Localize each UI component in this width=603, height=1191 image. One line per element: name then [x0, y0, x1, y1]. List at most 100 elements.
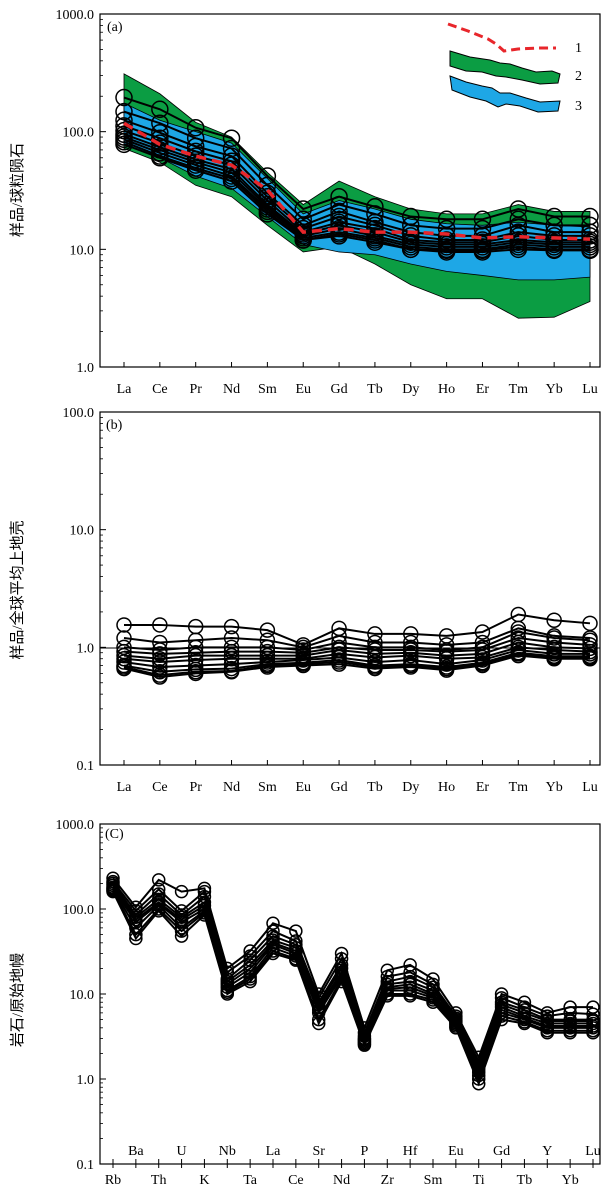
data-point-marker	[330, 227, 348, 245]
data-point-marker	[116, 617, 132, 633]
x-category-label: Gd	[331, 780, 348, 795]
data-point-marker	[152, 642, 168, 658]
panel-a-label: (a)	[107, 20, 123, 35]
data-point-marker	[152, 664, 168, 680]
data-point-marker	[186, 161, 205, 179]
data-point-marker	[540, 1026, 555, 1040]
panel-b-series	[116, 606, 598, 685]
x-category-label: Ho	[438, 780, 455, 795]
data-point-marker	[438, 650, 455, 667]
data-point-marker	[473, 243, 492, 261]
data-point-marker	[187, 639, 204, 656]
x-category-label: Ti	[473, 1173, 485, 1188]
data-point-marker	[152, 654, 168, 670]
x-category-label: Th	[151, 1173, 167, 1188]
x-category-label: Tb	[517, 1173, 533, 1188]
data-point-marker	[223, 618, 240, 635]
data-point-marker	[259, 622, 276, 638]
x-category-label: Dy	[402, 382, 419, 397]
x-category-label: K	[199, 1173, 209, 1188]
x-category-label: Y	[542, 1144, 552, 1159]
y-tick-label: 100.0	[63, 406, 95, 421]
data-point-marker	[152, 646, 168, 662]
series-line	[123, 140, 590, 252]
x-category-label: La	[117, 382, 133, 397]
data-point-marker	[334, 974, 349, 989]
x-category-label: Nd	[223, 382, 240, 397]
data-point-marker	[366, 233, 384, 251]
x-category-label: Eu	[295, 780, 311, 795]
data-point-marker	[582, 650, 598, 667]
panel-a-axes: 1.0 10.0 100.0 1000.0 La Ce Pr Nd Sm Eu Gd Tb Dy Ho Er…	[56, 8, 598, 397]
data-point-marker	[151, 134, 169, 152]
x-category-label: Ce	[152, 780, 168, 795]
data-point-marker	[331, 656, 347, 672]
series-line	[123, 654, 590, 678]
legend-dash-symbol	[447, 22, 556, 53]
x-category-label: Nd	[333, 1173, 350, 1188]
legend-blue-field-symbol	[449, 75, 561, 113]
data-point-marker	[438, 662, 455, 678]
x-category-label: Pr	[189, 382, 202, 397]
y-tick-label: 10.0	[70, 524, 95, 539]
data-point-marker	[222, 172, 241, 190]
data-point-marker	[295, 657, 311, 674]
green-field-area	[123, 73, 591, 319]
data-point-marker	[311, 1012, 326, 1027]
data-point-marker	[222, 129, 241, 147]
panel-c-series	[106, 871, 600, 1091]
panel-c-axes: 0.1 1.0 10.0 100.0 1000.0 Rb Ba Th UK Nb Ta La Ce Sr N…	[56, 818, 601, 1188]
data-point-marker	[474, 624, 491, 640]
panel-c-ylabel: 岩石/原始地幔	[9, 953, 26, 1047]
data-point-marker	[437, 243, 456, 261]
data-point-marker	[223, 650, 240, 667]
data-point-marker	[151, 904, 166, 918]
data-point-marker	[106, 884, 120, 899]
data-point-marker	[259, 659, 276, 675]
data-point-marker	[115, 135, 133, 154]
y-tick-label: 10.0	[70, 988, 95, 1003]
x-category-label: Tb	[367, 382, 383, 397]
x-category-label: Zr	[381, 1173, 395, 1188]
x-category-label: Eu	[295, 382, 311, 397]
data-point-marker	[152, 617, 168, 633]
series-line	[123, 138, 590, 251]
x-category-label: Yb	[546, 780, 563, 795]
data-point-marker	[494, 1012, 509, 1027]
data-point-marker	[546, 612, 562, 628]
panel-c: 0.1 1.0 10.0 100.0 1000.0 Rb Ba Th UK Nb Ta La Ce Sr N…	[9, 818, 601, 1188]
data-point-marker	[223, 639, 240, 656]
panel-a-frame	[99, 13, 601, 368]
data-point-marker	[509, 240, 528, 259]
data-point-marker	[151, 149, 169, 167]
panel-a-reference-dash	[123, 121, 591, 241]
series-line	[112, 890, 593, 1082]
panel-b-axes: 0.1 1.0 10.0 100.0 La Ce Pr Nd Sm Eu Gd Tb Dy Ho Er Tm Y…	[63, 406, 598, 795]
series-line	[123, 124, 590, 242]
data-point-marker	[367, 649, 383, 666]
reference-dash-line	[123, 121, 591, 241]
data-point-marker	[403, 659, 419, 675]
data-point-marker	[151, 114, 169, 132]
y-tick-label: 1.0	[77, 1073, 95, 1088]
x-category-label: Lu	[582, 382, 598, 397]
data-point-marker	[258, 205, 277, 223]
data-point-marker	[151, 123, 169, 142]
x-category-label: Ta	[243, 1173, 258, 1188]
series-line	[112, 880, 594, 1065]
series-line	[123, 652, 590, 677]
data-point-marker	[403, 647, 419, 664]
panel-a: 1.0 10.0 100.0 1000.0 La Ce Pr Nd Sm Eu Gd Tb Dy Ho Er…	[9, 8, 601, 397]
x-category-label: Tm	[509, 780, 529, 795]
data-point-marker	[581, 241, 599, 260]
x-category-label: Er	[476, 780, 490, 795]
data-point-marker	[223, 664, 240, 680]
x-category-label: Rb	[105, 1173, 121, 1188]
data-point-marker	[266, 916, 280, 930]
series-line	[112, 877, 593, 1060]
series-line	[123, 96, 590, 221]
data-point-marker	[509, 216, 528, 235]
x-category-label: Yb	[546, 382, 563, 397]
data-point-marker	[510, 647, 527, 664]
